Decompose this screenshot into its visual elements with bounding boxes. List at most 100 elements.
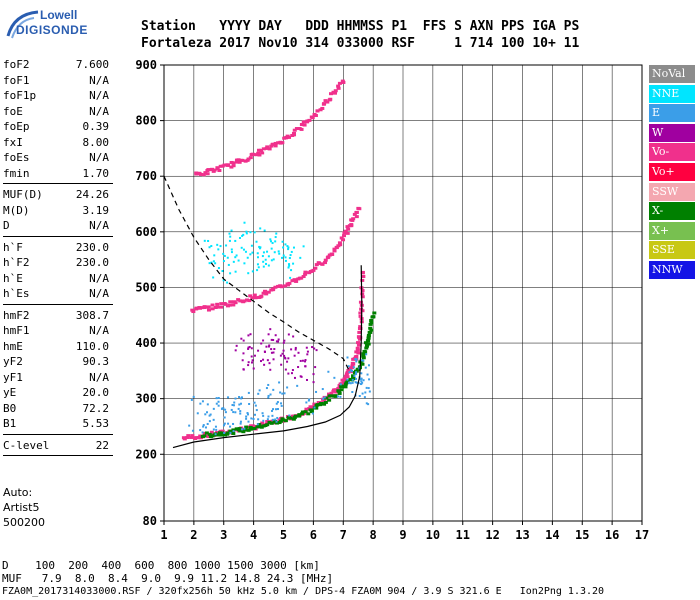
trace-point [278,419,283,423]
trace-point [237,160,242,164]
x-tick-label: 14 [545,528,559,542]
trace-point [336,84,341,88]
trace-point [256,256,259,259]
trace-point [250,355,253,358]
logo-swoosh-icon [6,10,39,39]
trace-point [276,401,279,404]
param-row: fmin 1.70 [3,167,109,181]
param-name: hmE [3,339,23,353]
trace-point [204,431,209,435]
trace-point [292,262,295,265]
trace-point [356,341,361,345]
trace-point [267,255,270,258]
trace-point [246,428,251,432]
logo-line1: Lowell [40,8,78,22]
param-row: hmE 110.0 [3,340,109,354]
trace-point [355,346,360,350]
trace-point [293,414,298,418]
trace-point [247,334,250,337]
trace-point [231,432,236,436]
trace-point [303,410,308,414]
trace-point [217,248,220,251]
trace-point [210,245,213,248]
trace-point [262,265,265,268]
x-tick-label: 12 [485,528,499,542]
trace-point [274,240,277,243]
trace-point [361,274,366,278]
trace-point [266,418,269,421]
trace-point [341,238,346,242]
trace-point [334,245,339,249]
trace-point [364,366,367,369]
trace-point [345,231,350,235]
trace-point [360,362,365,366]
trace-point [247,364,250,367]
trace-point [327,370,330,373]
trace-point [360,295,365,299]
trace-point [330,252,335,256]
trace-point [253,231,256,234]
trace-point [300,412,305,416]
trace-point [274,418,277,421]
param-name: MUF(D) [3,188,43,201]
trace-point [369,321,374,325]
trace-point [262,260,265,263]
trace-point [292,128,297,132]
trace-point [212,428,215,431]
param-row: B0 72.2 [3,402,109,416]
trace-point [274,334,277,337]
trace-point [240,428,243,431]
trace-point [242,248,245,251]
trace-point [248,156,253,160]
trace-point [333,91,338,95]
param-value: 3.19 [82,203,110,217]
trace-point [304,407,309,411]
trace-point [355,371,358,374]
trace-point [215,402,218,405]
header: Station YYYY DAY DDD HHMMSS P1 FFS S AXN… [141,18,579,52]
lowell-digisonde-logo: Lowell DIGISONDE [4,6,88,44]
trace-point [352,212,357,216]
trace-point [267,394,270,397]
legend-item: NNW [649,261,695,279]
trace-point [273,251,276,254]
param-name: h`F2 [3,256,30,269]
trace-point [235,254,238,257]
trace-point [256,263,259,266]
trace-point [269,421,274,425]
trace-point [239,412,242,415]
trace-point [352,366,355,369]
trace-point [314,406,319,410]
trace-point [215,302,220,306]
param-name: yF2 [3,355,23,368]
trace-point [219,433,224,437]
trace-point [233,401,236,404]
trace-point [249,231,252,234]
trace-point [275,421,280,425]
trace-point [228,232,231,235]
trace-point [286,386,289,389]
trace-point [270,240,273,243]
trace-point [301,120,306,124]
trace-point [321,388,324,391]
trace-point [340,378,345,382]
param-row: h`E N/A [3,272,109,286]
trace-point [266,290,271,294]
auto-label: Auto: [3,486,33,499]
param-row: h`F2 230.0 [3,256,109,270]
trace-point [272,408,275,411]
trace-point [339,385,344,389]
trace-point [225,431,230,435]
trace-point [301,275,306,279]
y-tick-label: 200 [135,447,157,461]
trace-point [256,252,259,255]
trace-point [315,403,320,407]
trace-point [283,354,286,357]
trace-point [340,79,345,83]
trace-point [333,89,338,93]
trace-point [305,378,308,381]
x-tick-label: 15 [575,528,589,542]
axes-layer: 1 2 3 4 5 6 7 8 9 10 11 12 13 14 15 16 17802003004005006… [135,58,649,542]
param-separator [3,235,113,237]
